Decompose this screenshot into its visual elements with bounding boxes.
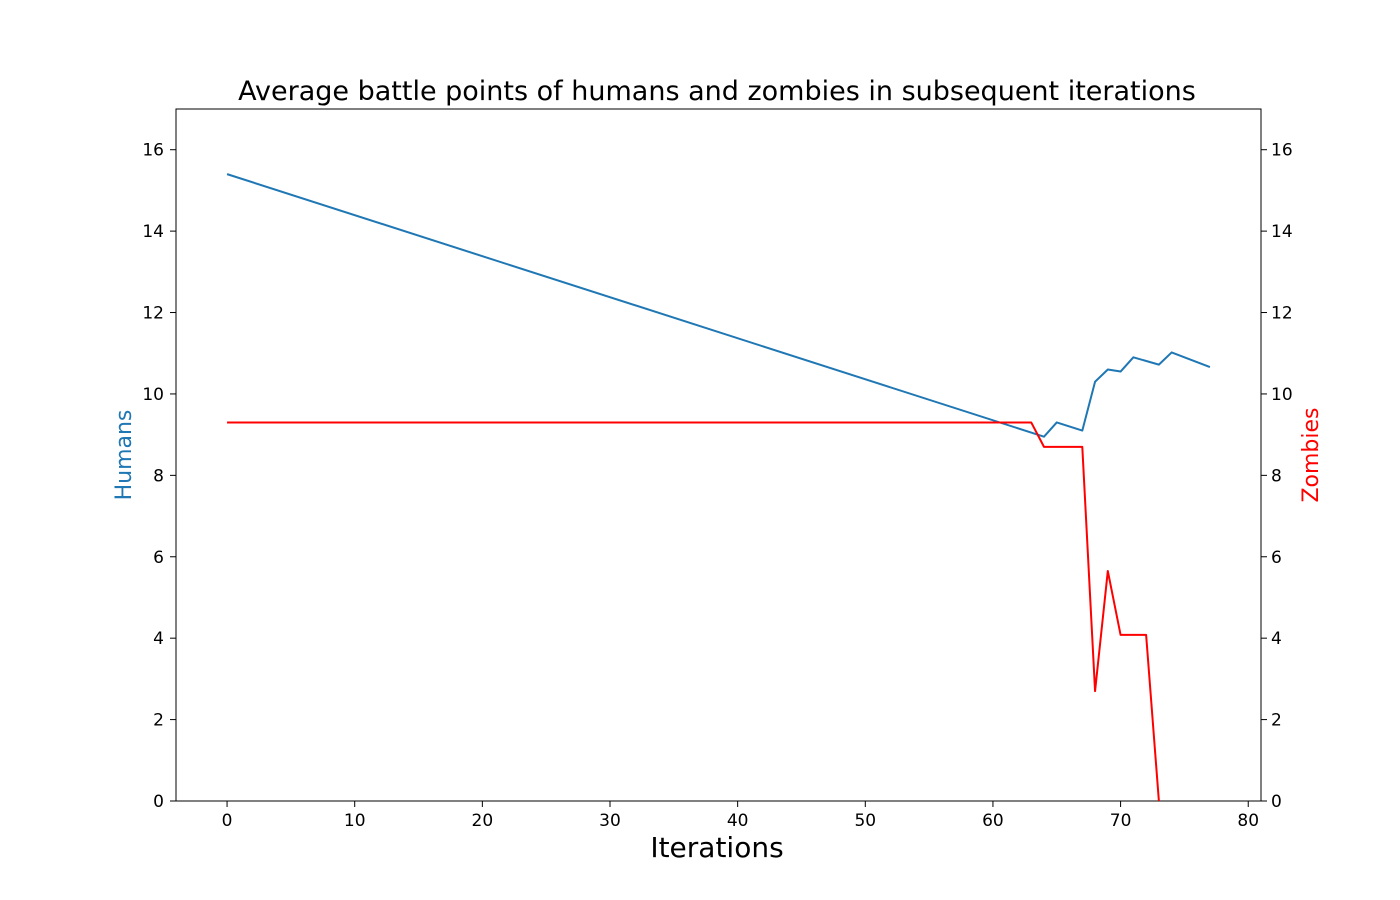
- y-tick-label-right: 0: [1271, 792, 1282, 812]
- x-axis: 0 10 20 30 40 50 60 70 80: [222, 801, 1259, 831]
- y-tick-label-left: 10: [142, 385, 164, 405]
- y-tick-label-left: 4: [153, 629, 164, 649]
- x-tick-label: 50: [854, 811, 876, 831]
- x-tick-label: 60: [982, 811, 1004, 831]
- series-line-humans: [226, 173, 1211, 438]
- y-tick-label-right: 12: [1271, 304, 1293, 324]
- y-tick-label-right: 8: [1271, 466, 1282, 486]
- x-tick-label: 0: [222, 811, 233, 831]
- y-tick-label-right: 4: [1271, 629, 1282, 649]
- y-tick-label-right: 14: [1271, 222, 1293, 242]
- x-tick-label: 80: [1237, 811, 1259, 831]
- y-tick-label-left: 2: [153, 711, 164, 731]
- x-tick-label: 40: [727, 811, 749, 831]
- y-tick-label-left: 0: [153, 792, 164, 812]
- y-axis-label-humans: Humans: [112, 410, 137, 501]
- x-tick-label: 70: [1110, 811, 1132, 831]
- y-tick-label-right: 16: [1271, 141, 1293, 161]
- x-tick-label: 10: [344, 811, 366, 831]
- series-line-zombies: [227, 421, 1160, 802]
- y-axis-label-zombies: Zombies: [1299, 407, 1324, 502]
- y-tick-label-right: 10: [1271, 385, 1293, 405]
- x-tick-label: 20: [472, 811, 494, 831]
- y-axis-right: 0 2 4 6 8 10 12 14 16: [1261, 141, 1293, 812]
- x-axis-label: Iterations: [650, 831, 783, 864]
- y-tick-label-left: 12: [142, 304, 164, 324]
- series-layer: [226, 173, 1211, 802]
- y-tick-label-left: 16: [142, 141, 164, 161]
- x-tick-label: 30: [599, 811, 621, 831]
- y-tick-label-left: 14: [142, 222, 164, 242]
- plot-frame: [175, 108, 1262, 802]
- chart-title: Average battle points of humans and zomb…: [238, 76, 1196, 107]
- y-axis-left: 0 2 4 6 8 10 12 14 16: [142, 141, 176, 812]
- y-tick-label-left: 6: [153, 548, 164, 568]
- y-tick-label-left: 8: [153, 466, 164, 486]
- y-tick-label-right: 6: [1271, 548, 1282, 568]
- y-tick-label-right: 2: [1271, 711, 1282, 731]
